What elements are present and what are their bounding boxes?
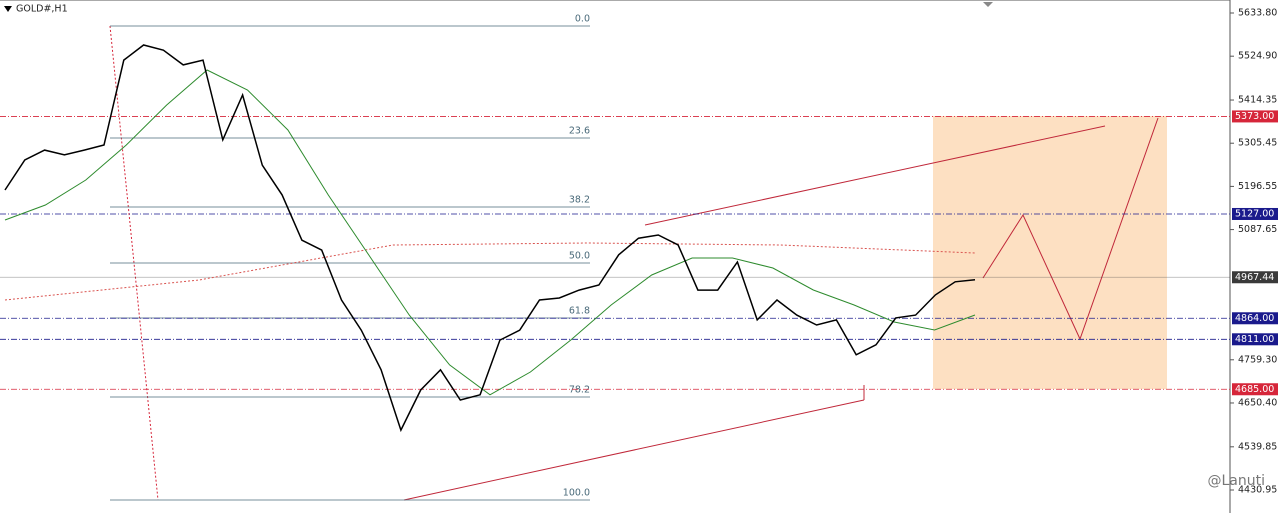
price-tag [1232,110,1278,123]
price-tag-label: 4811.00 [1235,334,1274,345]
fib-label: 100.0 [563,487,590,498]
scroll-marker [983,2,993,7]
chart-title: GOLD#,H1 [16,4,68,15]
y-tick-label: 5305.45 [1238,138,1277,149]
ma-fast [4,69,976,396]
fib-label: 0.0 [575,14,590,25]
fib-label: 61.8 [569,305,590,316]
fib-label: 38.2 [569,195,590,206]
price-tag [1232,271,1278,284]
trend-line [644,125,1106,226]
y-tick-label: 4650.40 [1238,397,1277,408]
y-tick-label: 5633.80 [1238,8,1277,19]
y-tick-label: 4430.95 [1238,484,1277,495]
y-tick-label: 5524.90 [1238,51,1277,62]
price-tag-label: 4967.44 [1235,272,1274,283]
price-tag-label: 5127.00 [1235,208,1274,219]
y-tick-label: 5196.55 [1238,181,1277,192]
trend-line [403,399,865,501]
menu-icon [4,6,12,12]
watermark: @Lanuti [1207,473,1265,489]
y-tick-label: 5414.35 [1238,95,1277,106]
price-tag-label: 4685.00 [1235,384,1274,395]
price-tag [1232,312,1278,325]
y-tick-label: 4759.30 [1238,354,1277,365]
price-line [4,44,976,433]
price-tag-label: 4864.00 [1235,313,1274,324]
fib-label: 78.2 [569,384,590,395]
price-tag-label: 5373.00 [1235,111,1274,122]
price-tag [1232,207,1278,220]
fib-guide [109,25,159,501]
y-tick-label: 5087.65 [1238,224,1277,235]
fib-label: 23.6 [569,126,590,137]
fib-label: 50.0 [569,250,590,261]
target-zone [933,116,1167,389]
price-tag [1232,333,1278,346]
ma-slow [4,242,976,301]
forecast-path [982,117,1159,341]
y-tick-label: 4539.85 [1238,441,1277,452]
price-tag [1232,383,1278,396]
